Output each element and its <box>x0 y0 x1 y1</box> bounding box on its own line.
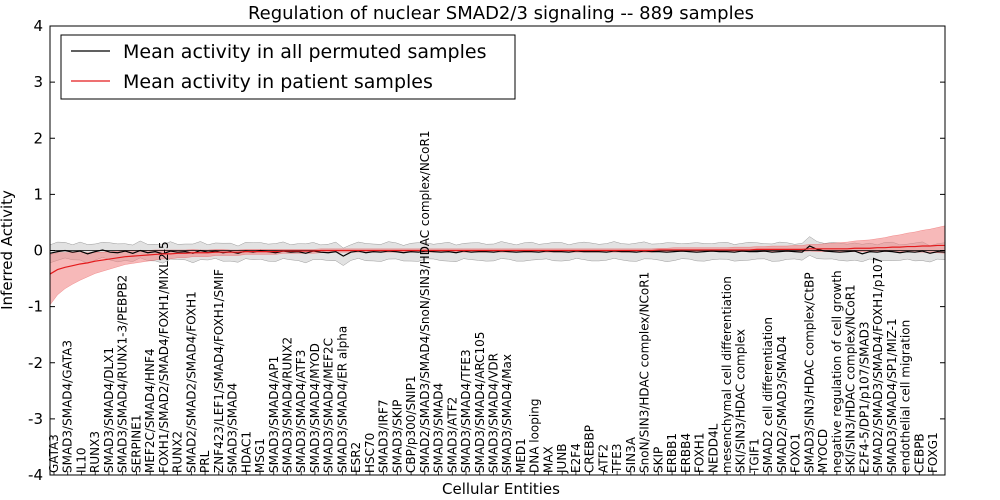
x-entity-label: SMAD3/SMAD4/AP1 <box>267 356 281 473</box>
y-tick-label: 0 <box>33 242 43 260</box>
x-entity-label: GATA3 <box>47 434 61 473</box>
x-entity-label: RUNX3 <box>88 431 102 473</box>
x-entity-label: mesenchymal cell differentiation <box>720 276 734 473</box>
x-entity-label: SKIP <box>651 447 665 473</box>
x-entity-label: SMAD3/SIN3/HDAC complex/CtBP <box>802 272 816 473</box>
x-entity-label: ATF2 <box>596 444 610 473</box>
x-entity-label: SMAD3/SMAD4/RUNX2 <box>280 337 294 473</box>
x-entity-label: MED1 <box>514 438 528 473</box>
x-entity-label: SMAD3/SMAD4/GATA3 <box>61 340 75 473</box>
x-entity-label: SMAD3/SKIP <box>390 400 404 473</box>
legend: Mean activity in all permuted samples Me… <box>60 34 516 100</box>
x-entity-label: CBP/p300/SNIP1 <box>404 376 418 473</box>
x-entity-label: endothelial cell migration <box>899 320 913 473</box>
series-line-permuted <box>49 245 946 257</box>
x-entity-label: TGIF1 <box>747 438 761 474</box>
x-entity-label: SMAD3/SMAD4 <box>432 383 446 473</box>
x-entity-label: CEBPB <box>912 433 926 473</box>
x-entity-label: SKI/SIN3/HDAC complex/NCoR1 <box>844 284 858 473</box>
x-entity-label: TFE3 <box>610 444 624 474</box>
x-entity-label: ESR2 <box>349 442 363 473</box>
x-entity-label: SMAD3/SMAD4/SP1/MIZ-1 <box>885 318 899 473</box>
x-entity-label: RUNX2 <box>171 431 185 473</box>
x-entity-label: SnoN/SIN3/HDAC complex/NCoR1 <box>638 272 652 473</box>
x-entity-label: PRL <box>198 450 212 473</box>
x-entity-label: ERBB4 <box>679 433 693 473</box>
x-entity-label: MEF2C/SMAD4/HNF4 <box>143 348 157 473</box>
x-entity-label: SMAD2/SMAD3/SMAD4 <box>775 336 789 473</box>
y-tick-label: 3 <box>33 73 43 91</box>
x-entity-label: E2F4-5/DP1/p107/SMAD3 <box>857 321 871 473</box>
x-entity-label: SMAD2/SMAD3/SMAD4/SnoN/SIN3/HDAC complex… <box>418 131 432 474</box>
x-entity-label: negative regulation of cell growth <box>830 270 844 473</box>
x-entity-label: MAX <box>541 446 555 473</box>
x-entity-label: SMAD3/SMAD4 <box>226 383 240 473</box>
x-entity-label: SMAD3/ATF2 <box>445 397 459 473</box>
y-tick-label: 1 <box>33 185 43 203</box>
x-entity-label: ERBB1 <box>665 433 679 473</box>
legend-box <box>60 34 516 100</box>
x-entity-label: HSC70 <box>363 433 377 473</box>
legend-entry-permuted: Mean activity in all permuted samples <box>123 41 486 63</box>
x-entity-label: NEDD4L <box>706 423 720 473</box>
x-entity-label: SMAD3/SMAD4/TFE3 <box>459 349 473 473</box>
x-entity-label: SMAD3/IRF7 <box>377 399 391 473</box>
x-entity-label: MYOCD <box>816 429 830 473</box>
x-entity-label: SMAD3/SMAD4/MYOD <box>308 343 322 473</box>
plot-area <box>49 25 946 476</box>
x-entity-label: MSG1 <box>253 438 267 473</box>
x-entity-label: FOXH1 <box>693 433 707 473</box>
x-entity-label: SMAD3/SMAD4/Max <box>500 354 514 473</box>
x-entity-label: SIN3A <box>624 436 638 473</box>
y-tick-label: -2 <box>28 354 43 372</box>
x-entity-label: SMAD3/SMAD4/ARC105 <box>473 332 487 473</box>
x-entity-label: FOXG1 <box>926 432 940 473</box>
x-entity-label: JUNB <box>555 443 569 474</box>
x-entity-label: DNA looping <box>528 399 542 473</box>
x-entity-label: SMAD3/SMAD4/DLX1 <box>102 347 116 473</box>
x-entity-label: SMAD2/SMAD3/SMAD4/FOXH1/p107 <box>871 257 885 473</box>
x-axis-entity-labels: GATA3 SMAD3/SMAD4/GATA3 IL10 RUNX3 SMAD3/SMA… <box>47 131 940 475</box>
y-tick-label: 2 <box>33 129 43 147</box>
x-entity-label: IL10 <box>74 448 88 474</box>
x-entity-label: SMAD2/SMAD2/SMAD4/FOXH1 <box>184 291 198 473</box>
x-entity-label: SMAD3/SMAD4/ATF3 <box>294 350 308 473</box>
x-entity-label: SKI/SIN3/HDAC complex <box>734 329 748 473</box>
y-axis-ticks: -4 -3 -2 -1 0 1 2 3 4 <box>28 17 945 484</box>
chart-title: Regulation of nuclear SMAD2/3 signaling … <box>248 3 754 24</box>
y-tick-label: -1 <box>28 298 43 316</box>
y-tick-label: -3 <box>28 410 43 428</box>
x-entity-label: CREBBP <box>583 425 597 473</box>
x-entity-label: FOXH1/SMAD2/SMAD4/FOXH1/MIXL2-5 <box>157 241 171 473</box>
y-tick-label: 4 <box>33 17 43 35</box>
x-entity-label: HDAC1 <box>239 431 253 473</box>
legend-entry-patient: Mean activity in patient samples <box>123 71 433 93</box>
x-entity-label: FOXO1 <box>789 433 803 473</box>
x-entity-label: SMAD3/SMAD4/MEF2C <box>322 338 336 473</box>
x-entity-label: ZNF423/LEF1/SMAD4/FOXH1/SMIF <box>212 269 226 473</box>
x-entity-label: SMAD2 cell differentiation <box>761 317 775 473</box>
y-tick-label: -4 <box>28 466 43 484</box>
x-entity-label: SMAD3/SMAD4/ER alpha <box>335 326 349 473</box>
y-axis-label: Inferred Activity <box>0 190 16 310</box>
x-entity-label: SERPINE1 <box>129 414 143 473</box>
x-axis-label: Cellular Entities <box>442 480 560 498</box>
series-line-patient <box>49 244 945 275</box>
x-entity-label: SMAD3/SMAD4/VDR <box>487 353 501 473</box>
x-entity-label: SMAD3/SMAD4/RUNX1-3/PEBPB2 <box>116 275 130 473</box>
x-entity-label: E2F4 <box>569 443 583 473</box>
